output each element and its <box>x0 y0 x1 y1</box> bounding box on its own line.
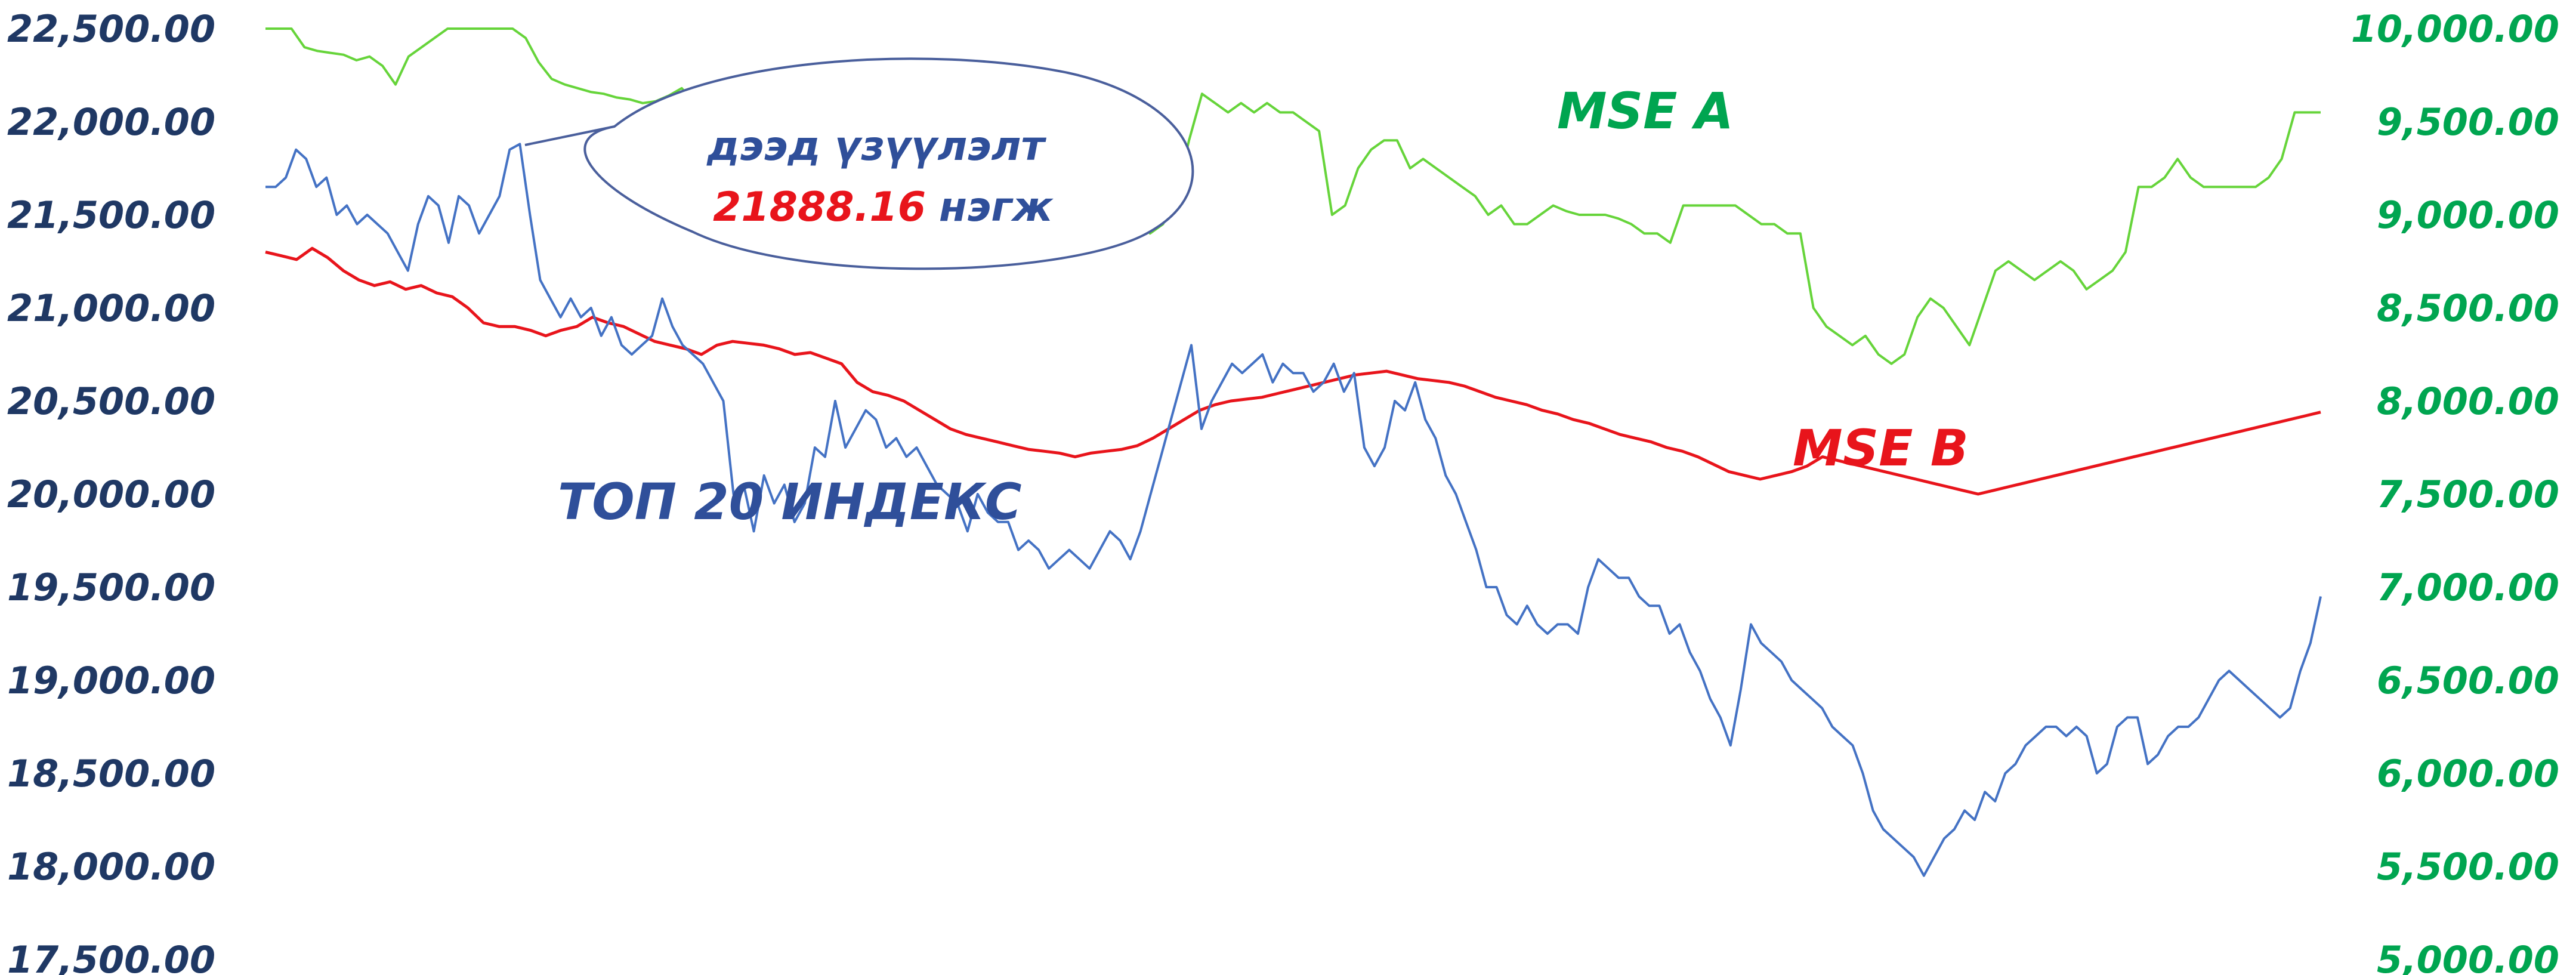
series-line-mse-a <box>265 27 2321 365</box>
left-tick-label: 20,500.00 <box>7 379 215 423</box>
right-tick-label: 7,500.00 <box>2377 473 2559 516</box>
series-label-mse-a: MSE A <box>1557 82 1734 140</box>
callout-value: 21888.16 <box>713 184 926 231</box>
series-line-mse-b <box>265 246 2321 496</box>
left-axis-ticks: 22,500.00 22,000.00 21,500.00 21,000.00 20,5… <box>7 7 215 975</box>
peak-callout: дээд үзүүлэлт 21888.16 нэгж <box>524 57 1194 270</box>
series-label-mse-b: MSE B <box>1793 419 1969 477</box>
right-tick-label: 7,000.00 <box>2377 566 2559 609</box>
left-tick-label: 18,500.00 <box>7 752 215 795</box>
right-tick-label: 6,500.00 <box>2377 659 2559 702</box>
callout-unit: нэгж <box>939 184 1054 231</box>
series-line-top20 <box>265 143 2322 877</box>
right-tick-label: 9,500.00 <box>2377 100 2559 144</box>
left-tick-label: 20,000.00 <box>7 473 215 516</box>
right-tick-label: 5,000.00 <box>2377 938 2559 975</box>
right-tick-label: 9,000.00 <box>2377 193 2559 237</box>
right-tick-label: 8,500.00 <box>2377 286 2559 330</box>
callout-line2: 21888.16 нэгж <box>713 184 1054 231</box>
left-tick-label: 21,000.00 <box>7 286 215 330</box>
left-tick-label: 21,500.00 <box>7 193 215 237</box>
callout-line1: дээд үзүүлэлт <box>706 123 1047 170</box>
left-tick-label: 19,500.00 <box>7 566 215 609</box>
left-tick-label: 22,500.00 <box>7 7 215 51</box>
series-label-top20: ТОП 20 ИНДЕКС <box>558 473 1022 531</box>
left-tick-label: 18,000.00 <box>7 845 215 888</box>
left-tick-label: 19,000.00 <box>7 659 215 702</box>
right-tick-label: 10,000.00 <box>2351 7 2559 51</box>
right-tick-label: 8,000.00 <box>2377 379 2559 423</box>
left-tick-label: 22,000.00 <box>7 100 215 144</box>
right-tick-label: 6,000.00 <box>2377 752 2559 795</box>
right-tick-label: 5,500.00 <box>2377 845 2559 888</box>
right-axis-ticks: 10,000.00 9,500.00 9,000.00 8,500.00 8,000.0… <box>2351 7 2559 975</box>
left-tick-label: 17,500.00 <box>7 938 215 975</box>
